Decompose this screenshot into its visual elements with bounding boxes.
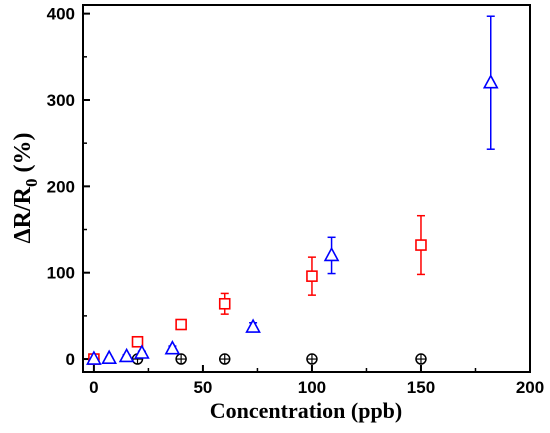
data-point xyxy=(218,353,231,365)
svg-text:ΔR/R0 (%): ΔR/R0 (%) xyxy=(10,133,41,244)
x-tick-label: 50 xyxy=(193,378,212,397)
y-axis-title-main: ΔR/R xyxy=(10,186,36,243)
y-tick-label: 100 xyxy=(47,264,75,283)
data-point xyxy=(134,344,150,359)
data-point xyxy=(415,239,427,251)
series-triangle xyxy=(86,15,499,365)
data-point xyxy=(482,74,499,89)
data-point xyxy=(323,246,340,262)
series-square xyxy=(88,214,427,365)
data-point xyxy=(118,347,135,363)
x-tick-label: 0 xyxy=(89,378,98,397)
plot-frame xyxy=(82,4,531,373)
x-tick-label: 200 xyxy=(516,378,544,397)
data-point xyxy=(415,353,427,365)
y-axis-title-suffix: (%) xyxy=(10,133,36,179)
data-marks xyxy=(86,15,499,365)
data-point xyxy=(218,297,231,310)
y-tick-label: 200 xyxy=(47,177,75,196)
data-point xyxy=(164,340,181,355)
x-axis-title: Concentration (ppb) xyxy=(210,398,403,423)
y-tick-label: 300 xyxy=(47,91,75,110)
data-point xyxy=(245,318,261,333)
y-tick-label: 400 xyxy=(47,5,75,24)
data-point xyxy=(175,353,187,365)
data-point xyxy=(306,270,318,282)
data-point xyxy=(306,353,318,365)
x-tick-label: 150 xyxy=(407,378,435,397)
data-point xyxy=(175,318,187,331)
x-tick-label: 100 xyxy=(298,378,326,397)
axis-ticks: 0 50 100 150 200 0 100 200 300 400 xyxy=(47,5,545,397)
y-axis-title: ΔR/R0 (%) xyxy=(10,133,41,244)
data-point xyxy=(131,335,144,348)
y-axis-title-subscript: 0 xyxy=(22,179,41,188)
data-point xyxy=(101,349,118,364)
y-tick-label: 0 xyxy=(66,350,75,369)
data-point xyxy=(86,350,102,365)
